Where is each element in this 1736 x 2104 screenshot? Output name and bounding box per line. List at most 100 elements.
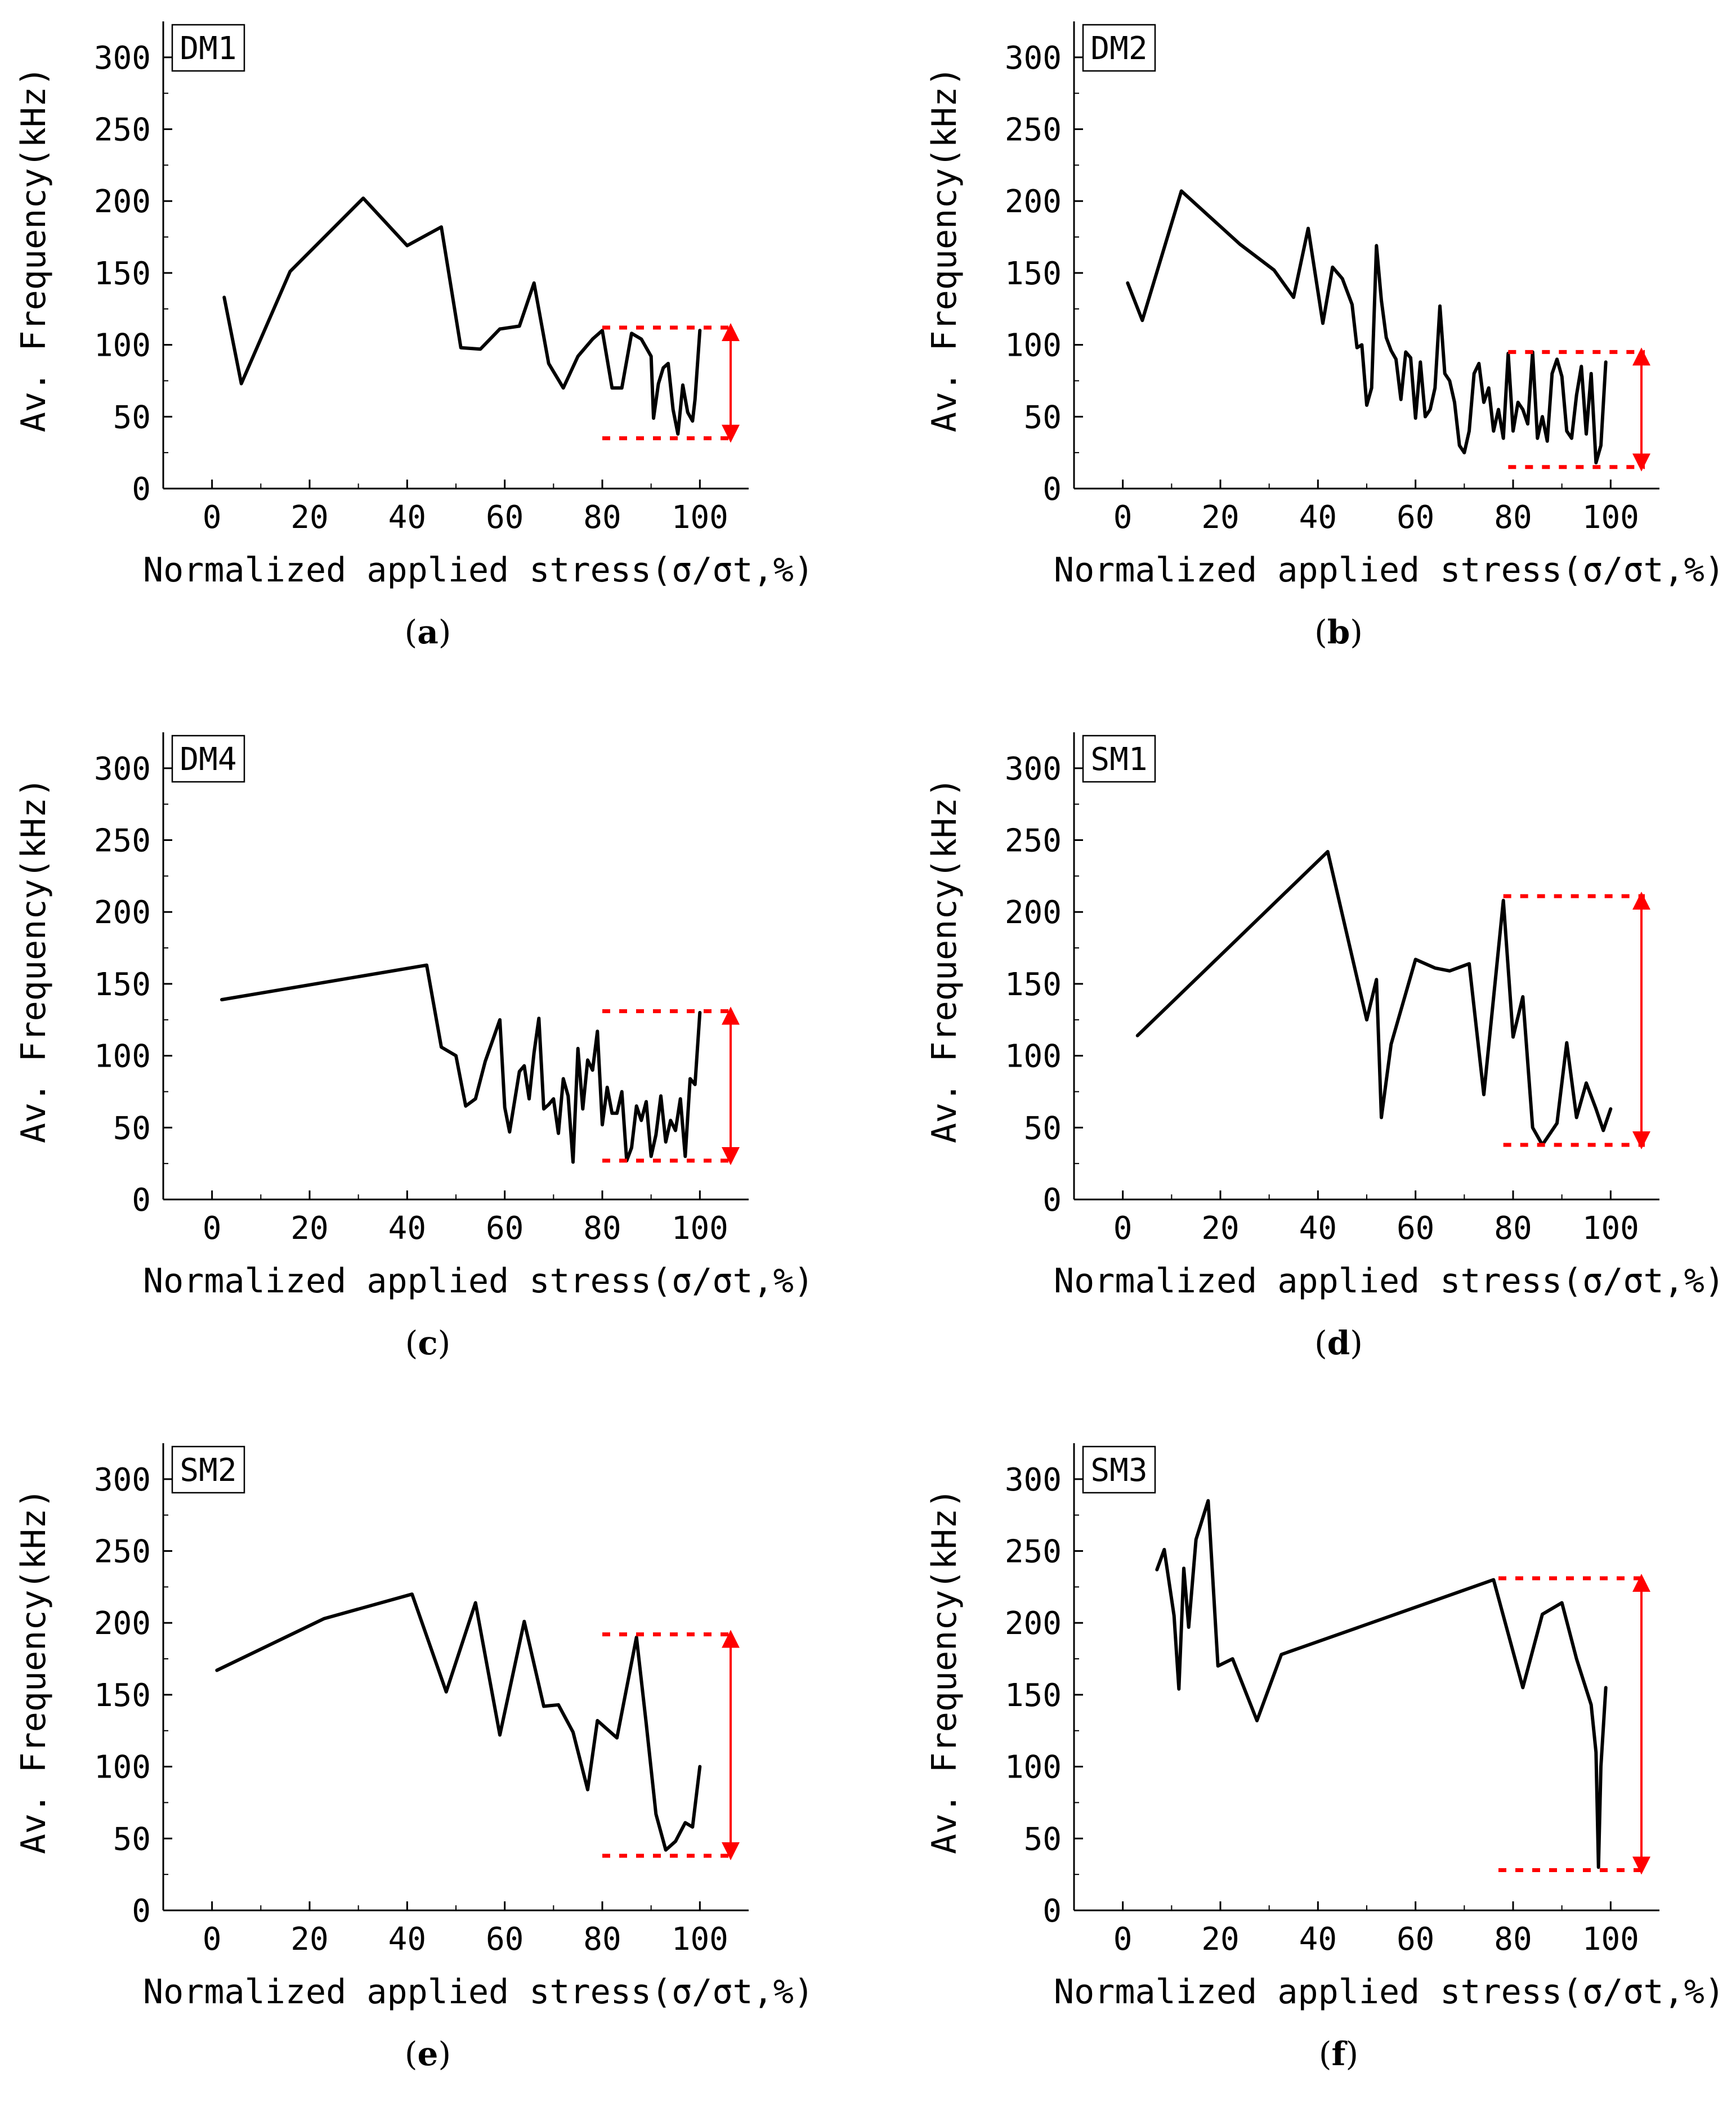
x-tick-label: 20 (290, 1921, 328, 1958)
x-tick-label: 80 (1494, 499, 1532, 536)
y-tick-label: 250 (94, 1534, 151, 1570)
y-tick-label: 150 (94, 1677, 151, 1714)
sample-title-box (1082, 24, 1156, 72)
y-tick-label: 250 (1005, 1534, 1062, 1570)
y-tick-label: 100 (1005, 328, 1062, 364)
y-tick-label: 300 (94, 1462, 151, 1498)
x-axis-title: Normalized applied stress(σ/σt,%) (1054, 1972, 1725, 2012)
y-tick-label: 50 (113, 1821, 151, 1857)
y-tick-label: 200 (94, 1605, 151, 1642)
x-tick-label: 60 (1397, 499, 1434, 536)
x-tick-label: 80 (1494, 1921, 1532, 1958)
x-tick-label: 0 (1113, 1210, 1133, 1247)
series-line-DM1 (222, 196, 702, 436)
x-tick-label: 0 (1113, 1921, 1133, 1958)
x-tick-label: 0 (203, 1921, 222, 1958)
y-tick-label: 250 (1005, 112, 1062, 149)
y-tick-label: 100 (94, 328, 151, 364)
y-tick-label: 200 (1005, 1605, 1062, 1642)
sample-title: SM3 (1090, 1452, 1147, 1489)
y-tick-label: 300 (94, 40, 151, 77)
y-tick-label: 150 (94, 256, 151, 292)
x-tick-label: 100 (672, 1210, 728, 1247)
y-tick-label: 200 (94, 894, 151, 931)
panel-label: (c) (405, 1324, 451, 1362)
y-tick-label: 250 (94, 112, 151, 149)
chart-panel-d: 0 50 100 150 200 250 300 0 20 40 60 80 100 Normalized… (925, 732, 1725, 1362)
y-tick-label: 300 (1005, 40, 1062, 77)
y-tick-label: 250 (1005, 823, 1062, 859)
y-tick-label: 0 (1043, 471, 1062, 508)
y-tick-label: 150 (1005, 256, 1062, 292)
y-tick-label: 300 (94, 751, 151, 787)
x-tick-label: 0 (203, 499, 222, 536)
y-tick-label: 50 (113, 1110, 151, 1147)
x-axis-title: Normalized applied stress(σ/σt,%) (143, 550, 814, 590)
y-tick-label: 100 (94, 1038, 151, 1075)
x-tick-label: 80 (1494, 1210, 1532, 1247)
panel-label: (a) (405, 613, 451, 651)
y-axis-title: Av. Frequency(kHz) (14, 1488, 53, 1854)
sample-title-box (171, 735, 245, 783)
x-axis-title: Normalized applied stress(σ/σt,%) (143, 1972, 814, 2012)
y-tick-label: 250 (94, 823, 151, 859)
y-tick-label: 0 (132, 1182, 151, 1219)
sample-title: SM2 (180, 1452, 236, 1489)
y-tick-label: 300 (1005, 751, 1062, 787)
y-tick-label: 150 (1005, 1677, 1062, 1714)
sample-title: DM4 (180, 741, 236, 778)
x-tick-label: 40 (1299, 1921, 1337, 1958)
chart-panel-c: 0 50 100 150 200 250 300 0 20 40 60 80 100 Normalized… (14, 732, 814, 1362)
y-tick-label: 100 (94, 1749, 151, 1786)
x-tick-label: 100 (672, 1921, 728, 1958)
panel-label: (f) (1319, 2035, 1358, 2073)
x-tick-label: 20 (1201, 499, 1239, 536)
sample-title: SM1 (1090, 741, 1147, 778)
x-tick-label: 80 (583, 1921, 621, 1958)
y-tick-label: 300 (1005, 1462, 1062, 1498)
y-tick-label: 50 (1024, 1821, 1062, 1857)
x-tick-label: 60 (486, 1210, 524, 1247)
x-tick-label: 20 (1201, 1921, 1239, 1958)
y-tick-label: 200 (1005, 894, 1062, 931)
panel-label: (e) (405, 2035, 451, 2073)
x-tick-label: 20 (290, 1210, 328, 1247)
y-tick-label: 0 (132, 471, 151, 508)
x-tick-label: 100 (1582, 499, 1639, 536)
x-tick-label: 20 (1201, 1210, 1239, 1247)
series-line-SM1 (1135, 850, 1613, 1147)
y-tick-label: 50 (113, 399, 151, 436)
y-tick-label: 150 (94, 966, 151, 1003)
x-tick-label: 80 (583, 1210, 621, 1247)
chart-panel-f: 0 50 100 150 200 250 300 0 20 40 60 80 100 Normalized… (925, 1443, 1725, 2073)
y-tick-label: 200 (1005, 183, 1062, 220)
y-axis-title: Av. Frequency(kHz) (14, 777, 53, 1143)
y-tick-label: 0 (1043, 1182, 1062, 1219)
x-tick-label: 40 (1299, 499, 1337, 536)
x-tick-label: 20 (290, 499, 328, 536)
x-tick-label: 100 (672, 499, 728, 536)
panel-label: (d) (1314, 1324, 1363, 1362)
y-axis-title: Av. Frequency(kHz) (14, 66, 53, 432)
sample-title: DM2 (1090, 30, 1147, 67)
x-tick-label: 60 (486, 1921, 524, 1958)
x-tick-label: 40 (388, 1921, 426, 1958)
x-tick-label: 0 (203, 1210, 222, 1247)
panel-label: (b) (1314, 613, 1363, 651)
sample-title-box (171, 24, 245, 72)
x-axis-title: Normalized applied stress(σ/σt,%) (1054, 1261, 1725, 1301)
sample-title-box (1082, 735, 1156, 783)
series-line-DM2 (1126, 189, 1608, 464)
chart-panel-a: 0 50 100 150 200 250 300 0 20 40 60 80 100 Normalized… (14, 21, 814, 651)
sample-title-box (1082, 1445, 1156, 1494)
x-tick-label: 40 (388, 499, 426, 536)
series-line-SM2 (215, 1592, 702, 1852)
x-tick-label: 60 (1397, 1921, 1434, 1958)
sample-title-box (171, 1445, 245, 1494)
x-tick-label: 0 (1113, 499, 1133, 536)
x-tick-label: 100 (1582, 1921, 1639, 1958)
y-axis-title: Av. Frequency(kHz) (925, 66, 964, 432)
y-tick-label: 50 (1024, 1110, 1062, 1147)
chart-panel-b: 0 50 100 150 200 250 300 0 20 40 60 80 100 Normalized… (925, 21, 1725, 651)
